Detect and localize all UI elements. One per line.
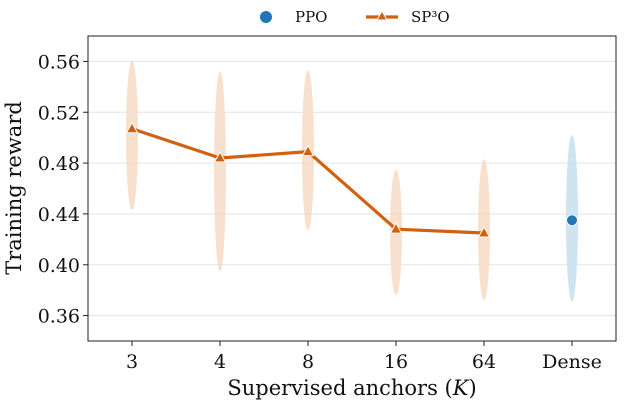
x-tick-label: 4 [214, 351, 226, 373]
violin [126, 60, 138, 211]
x-tick-label: Dense [542, 351, 602, 373]
distribution-violins [126, 60, 578, 302]
grid-lines [88, 60, 616, 317]
plot-frame [87, 35, 617, 342]
y-tick-label: 0.36 [38, 306, 80, 328]
y-tick-labels: 0.36 0.40 0.44 0.48 0.52 0.56 [38, 51, 80, 327]
data-point [213, 150, 227, 163]
x-tick-label: 8 [302, 351, 314, 373]
legend-marker [260, 11, 272, 23]
x-tick-labels: 3 4 8 16 64 Dense [126, 351, 602, 373]
legend: PPO SP³O [260, 8, 450, 26]
data-point [389, 222, 403, 234]
legend-label: PPO [295, 8, 327, 26]
x-tick-label: 16 [384, 351, 408, 373]
violin [214, 71, 226, 272]
y-tick-label: 0.40 [38, 255, 80, 277]
data-point [566, 214, 578, 227]
axes [83, 35, 617, 346]
x-tick-label: 3 [126, 351, 138, 373]
data-point [477, 225, 491, 238]
y-axis-label: Training reward [2, 101, 26, 275]
y-tick-label: 0.48 [38, 153, 80, 175]
x-tick-label: 64 [472, 351, 496, 373]
y-tick-label: 0.44 [38, 204, 80, 226]
y-tick-label: 0.52 [38, 102, 80, 124]
legend-marker [376, 9, 388, 21]
y-tick-label: 0.56 [38, 51, 80, 73]
series-markers [125, 121, 578, 238]
data-point [125, 121, 139, 134]
legend-label: SP³O [411, 8, 450, 26]
data-point [301, 144, 315, 157]
x-axis-label: Supervised anchors (K) [227, 376, 476, 400]
